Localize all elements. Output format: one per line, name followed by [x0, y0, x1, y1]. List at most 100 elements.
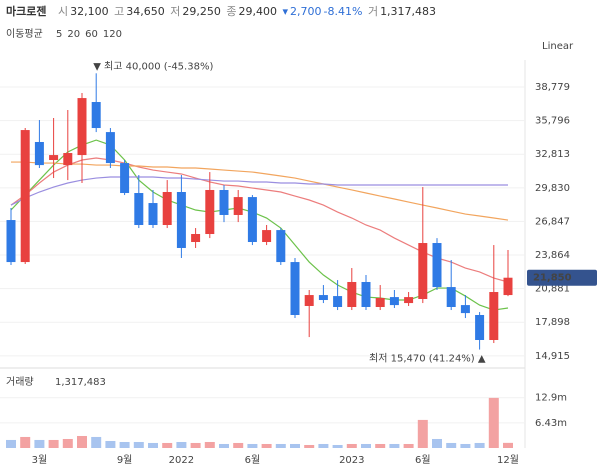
volume-bar [219, 443, 229, 448]
volume-bar [48, 439, 59, 448]
candle-body [120, 163, 130, 194]
last-price-badge [527, 269, 597, 286]
change-amount: 2,700 [290, 5, 322, 18]
candle-body [503, 277, 513, 296]
candle-body [318, 295, 328, 301]
volume-bar [361, 443, 371, 448]
y-tick-label: 17,898 [535, 317, 570, 328]
volume-bar [474, 442, 485, 448]
open-value: 32,100 [70, 5, 109, 18]
candle-body [63, 153, 73, 166]
candle-body [77, 98, 87, 156]
y-tick-label: 32,813 [535, 149, 570, 160]
volume-bar [176, 441, 187, 448]
volume-bar [233, 442, 244, 448]
volume-bar [389, 443, 400, 448]
candle-body [389, 297, 399, 306]
volume-bar [247, 443, 258, 448]
x-tick-label: 6월 [415, 454, 431, 466]
volume-bar [91, 436, 102, 448]
candle-body [205, 189, 215, 235]
candle-body [6, 220, 16, 263]
x-tick-label: 3월 [32, 454, 48, 466]
volume-bar [346, 443, 357, 448]
low-annotation: 최저 15,470 (41.24%) ▲ [369, 353, 486, 365]
volume-last: 1,317,483 [55, 377, 106, 388]
y-tick-label: 26,847 [535, 216, 570, 227]
y-tick-label: 20,881 [535, 284, 570, 295]
candle-body [233, 197, 243, 215]
volume-title: 거래량 [6, 376, 34, 388]
candle-body [333, 296, 343, 307]
candle-body [446, 287, 456, 307]
low-value: 29,250 [182, 5, 221, 18]
volume-bar [304, 444, 315, 448]
x-tick-label: 12월 [497, 454, 519, 466]
x-tick-label: 2022 [169, 455, 194, 466]
candle-body [49, 155, 59, 161]
candle-body [34, 141, 44, 166]
candle-body [347, 281, 357, 307]
volume-bar [190, 442, 201, 448]
candle-body [475, 314, 485, 340]
volume-bar [6, 439, 16, 448]
volume-bar [62, 438, 73, 448]
stock-name: 마크로젠 [6, 5, 47, 18]
candle-body [162, 192, 172, 226]
candle-body [176, 192, 186, 248]
scale-selector[interactable]: Linear [542, 41, 574, 52]
volume-bar [290, 443, 300, 448]
candle-body [375, 297, 385, 307]
candle-body [91, 102, 101, 129]
volume-label: 거 [367, 5, 379, 18]
candle-body [20, 130, 30, 263]
volume-bar [375, 443, 386, 448]
ma-legend-entry: 120 [103, 29, 122, 40]
ma-legend-entry: 60 [85, 29, 98, 40]
ma-legend-entry: 20 [67, 29, 80, 40]
header: 마크로젠 시 32,100 고 34,650 저 29,250 종 29,400 ▾ 2,… [6, 3, 438, 19]
candle-body [262, 230, 272, 243]
candle-body [105, 132, 115, 164]
volume-bar [162, 442, 173, 448]
volume-tick-label: 6.43m [535, 418, 567, 429]
x-tick-label: 2023 [339, 455, 364, 466]
volume-bar [432, 438, 442, 448]
volume-bar [403, 443, 414, 448]
open-label: 시 [57, 5, 69, 18]
volume-bar [332, 444, 343, 448]
candle-body [290, 262, 300, 315]
high-label: 고 [114, 5, 125, 18]
candle-body [276, 230, 286, 263]
high-value: 34,650 [126, 5, 165, 18]
candle-body [247, 197, 257, 243]
ma-legend-label: 이동평균 [6, 28, 43, 40]
volume-bar [261, 443, 272, 448]
close-value: 29,400 [238, 5, 277, 18]
volume-bar [133, 441, 144, 448]
volume-bar [204, 441, 215, 448]
close-label: 종 [226, 5, 237, 18]
y-tick-label: 14,915 [535, 351, 570, 362]
volume-bar [20, 436, 31, 448]
x-tick-label: 9월 [117, 454, 133, 466]
moving-average-line [10, 176, 508, 206]
volume-bar [275, 443, 286, 448]
candle-body [432, 243, 442, 288]
volume-tick-label: 12.9m [535, 393, 567, 404]
high-annotation: ▼ 최고 40,000 (-45.38%) [93, 60, 213, 72]
candle-body [404, 297, 414, 304]
candle-body [361, 281, 371, 307]
volume-bar [318, 443, 329, 448]
candle-body [191, 234, 201, 243]
change-percent: -8.41% [323, 5, 363, 18]
y-tick-label: 38,779 [535, 82, 570, 93]
volume-bar [119, 441, 130, 448]
volume-bar [77, 435, 87, 448]
candle-body [489, 292, 499, 340]
ma-legend-entry: 5 [56, 29, 62, 40]
volume-bar [460, 443, 471, 448]
volume-bar [503, 442, 513, 448]
